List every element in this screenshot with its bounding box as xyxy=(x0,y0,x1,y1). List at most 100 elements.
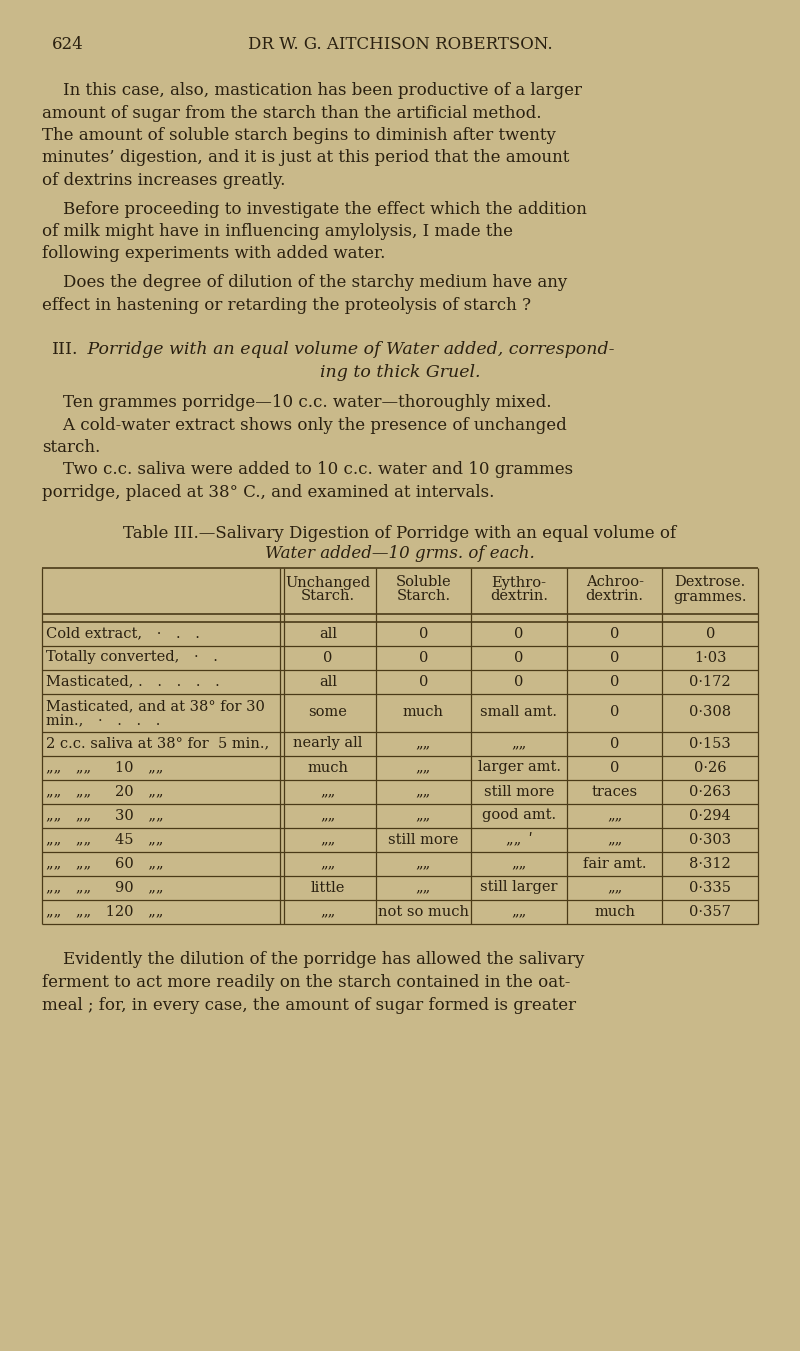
Text: „„: „„ xyxy=(607,881,622,894)
Text: porridge, placed at 38° C., and examined at intervals.: porridge, placed at 38° C., and examined… xyxy=(42,484,494,501)
Text: 8·312: 8·312 xyxy=(690,857,731,870)
Text: „„: „„ xyxy=(511,736,526,751)
Text: „„: „„ xyxy=(607,808,622,823)
Text: Does the degree of dilution of the starchy medium have any: Does the degree of dilution of the starc… xyxy=(42,274,567,290)
Text: Water added—10 grms. of each.: Water added—10 grms. of each. xyxy=(265,546,535,562)
Text: 0·303: 0·303 xyxy=(689,832,731,847)
Text: good amt.: good amt. xyxy=(482,808,556,823)
Text: Totally converted, · .: Totally converted, · . xyxy=(46,650,218,665)
Text: 0·153: 0·153 xyxy=(690,736,731,751)
Text: „„ „„   20 „„: „„ „„ 20 „„ xyxy=(46,785,163,798)
Text: 0·335: 0·335 xyxy=(690,881,731,894)
Text: „„: „„ xyxy=(416,761,431,774)
Text: „„: „„ xyxy=(320,785,335,798)
Text: some: some xyxy=(308,705,347,720)
Text: 0: 0 xyxy=(418,627,428,640)
Text: 0·294: 0·294 xyxy=(690,808,731,823)
Text: Before proceeding to investigate the effect which the addition: Before proceeding to investigate the eff… xyxy=(42,200,587,218)
Text: 0: 0 xyxy=(514,650,524,665)
Text: „„ „„   45 „„: „„ „„ 45 „„ xyxy=(46,832,163,847)
Text: 0: 0 xyxy=(610,650,619,665)
Text: 0: 0 xyxy=(323,650,333,665)
Text: A cold-water extract shows only the presence of unchanged: A cold-water extract shows only the pres… xyxy=(42,416,566,434)
Text: not so much: not so much xyxy=(378,905,469,919)
Text: ing to thick Gruel.: ing to thick Gruel. xyxy=(320,363,480,381)
Text: meal ; for, in every case, the amount of sugar formed is greater: meal ; for, in every case, the amount of… xyxy=(42,997,576,1013)
Text: starch.: starch. xyxy=(42,439,100,457)
Text: grammes.: grammes. xyxy=(674,589,747,604)
Text: Unchanged: Unchanged xyxy=(286,576,370,589)
Text: 0: 0 xyxy=(514,674,524,689)
Text: following experiments with added water.: following experiments with added water. xyxy=(42,246,386,262)
Text: min., · . . .: min., · . . . xyxy=(46,713,160,727)
Text: nearly all: nearly all xyxy=(293,736,362,751)
Text: 0·263: 0·263 xyxy=(690,785,731,798)
Text: DR W. G. AITCHISON ROBERTSON.: DR W. G. AITCHISON ROBERTSON. xyxy=(248,36,552,53)
Text: Table III.—Salivary Digestion of Porridge with an equal volume of: Table III.—Salivary Digestion of Porridg… xyxy=(123,524,677,542)
Text: still more: still more xyxy=(388,832,458,847)
Text: amount of sugar from the starch than the artificial method.: amount of sugar from the starch than the… xyxy=(42,104,542,122)
Text: 0·172: 0·172 xyxy=(690,674,731,689)
Text: still larger: still larger xyxy=(480,881,558,894)
Text: much: much xyxy=(403,705,444,720)
Text: 2 c.c. saliva at 38° for  5 min.,: 2 c.c. saliva at 38° for 5 min., xyxy=(46,736,270,751)
Text: 624: 624 xyxy=(52,36,84,53)
Text: of milk might have in influencing amylolysis, I made the: of milk might have in influencing amylol… xyxy=(42,223,513,240)
Text: „„: „„ xyxy=(416,736,431,751)
Text: dextrin.: dextrin. xyxy=(586,589,644,604)
Text: „„ ʹ: „„ ʹ xyxy=(506,832,532,847)
Text: „„: „„ xyxy=(320,857,335,870)
Text: dextrin.: dextrin. xyxy=(490,589,548,604)
Text: Masticated, . . . . .: Masticated, . . . . . xyxy=(46,674,220,689)
Text: 0·357: 0·357 xyxy=(690,905,731,919)
Text: much: much xyxy=(594,905,635,919)
Text: „„ „„   10 „„: „„ „„ 10 „„ xyxy=(46,761,163,774)
Text: 0: 0 xyxy=(610,761,619,774)
Text: 0·308: 0·308 xyxy=(689,705,731,720)
Text: 0·26: 0·26 xyxy=(694,761,726,774)
Text: „„: „„ xyxy=(320,905,335,919)
Text: In this case, also, mastication has been productive of a larger: In this case, also, mastication has been… xyxy=(42,82,582,99)
Text: Cold extract, · . .: Cold extract, · . . xyxy=(46,627,200,640)
Text: „„ „„ 120 „„: „„ „„ 120 „„ xyxy=(46,905,163,919)
Text: Two c.c. saliva were added to 10 c.c. water and 10 grammes: Two c.c. saliva were added to 10 c.c. wa… xyxy=(42,462,573,478)
Text: Soluble: Soluble xyxy=(395,576,451,589)
Text: 0: 0 xyxy=(610,627,619,640)
Text: of dextrins increases greatly.: of dextrins increases greatly. xyxy=(42,172,286,189)
Text: still more: still more xyxy=(484,785,554,798)
Text: „„ „„   60 „„: „„ „„ 60 „„ xyxy=(46,857,164,870)
Text: ferment to act more readily on the starch contained in the oat-: ferment to act more readily on the starc… xyxy=(42,974,570,992)
Text: Starch.: Starch. xyxy=(301,589,355,604)
Text: „„: „„ xyxy=(416,785,431,798)
Text: Evidently the dilution of the porridge has allowed the salivary: Evidently the dilution of the porridge h… xyxy=(42,951,584,969)
Text: little: little xyxy=(310,881,345,894)
Text: Dextrose.: Dextrose. xyxy=(674,576,746,589)
Text: „„: „„ xyxy=(511,905,526,919)
Text: „„ „„   90 „„: „„ „„ 90 „„ xyxy=(46,881,163,894)
Text: Ten grammes porridge—10 c.c. water—thoroughly mixed.: Ten grammes porridge—10 c.c. water—thoro… xyxy=(42,394,551,411)
Text: „„: „„ xyxy=(511,857,526,870)
Text: 0: 0 xyxy=(418,650,428,665)
Text: minutes’ digestion, and it is just at this period that the amount: minutes’ digestion, and it is just at th… xyxy=(42,150,570,166)
Text: small amt.: small amt. xyxy=(481,705,558,720)
Text: 0: 0 xyxy=(610,736,619,751)
Text: „„ „„   30 „„: „„ „„ 30 „„ xyxy=(46,808,164,823)
Text: Porridge with an equal volume of Water added, correspond-: Porridge with an equal volume of Water a… xyxy=(82,340,614,358)
Text: all: all xyxy=(318,627,337,640)
Text: Starch.: Starch. xyxy=(396,589,450,604)
Text: Masticated, and at 38° for 30: Masticated, and at 38° for 30 xyxy=(46,700,265,713)
Text: „„: „„ xyxy=(320,832,335,847)
Text: „„: „„ xyxy=(416,857,431,870)
Text: 0: 0 xyxy=(706,627,715,640)
Text: all: all xyxy=(318,674,337,689)
Text: „„: „„ xyxy=(607,832,622,847)
Text: much: much xyxy=(307,761,348,774)
Text: „„: „„ xyxy=(320,808,335,823)
Text: „„: „„ xyxy=(416,881,431,894)
Text: effect in hastening or retarding the proteolysis of starch ?: effect in hastening or retarding the pro… xyxy=(42,296,531,313)
Text: 0: 0 xyxy=(514,627,524,640)
Text: 0: 0 xyxy=(610,705,619,720)
Text: III.: III. xyxy=(52,340,78,358)
Text: larger amt.: larger amt. xyxy=(478,761,561,774)
Text: The amount of soluble starch begins to diminish after twenty: The amount of soluble starch begins to d… xyxy=(42,127,556,145)
